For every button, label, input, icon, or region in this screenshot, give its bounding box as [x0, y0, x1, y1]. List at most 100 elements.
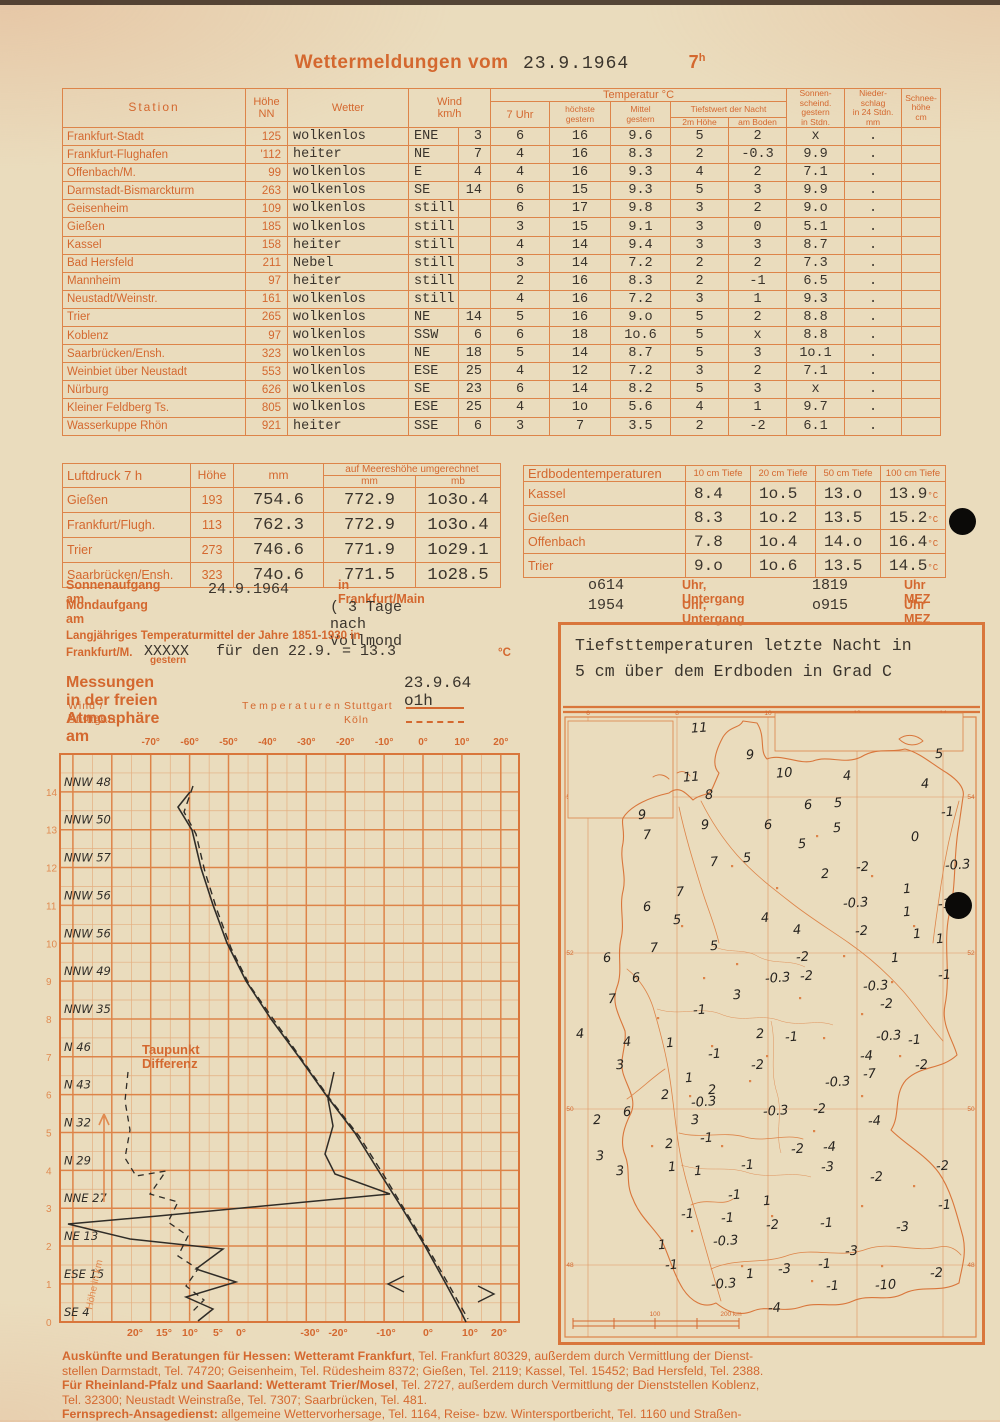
cell: Nebel — [287, 253, 409, 273]
cell: 9.o — [786, 199, 846, 219]
cell: 7.2 — [610, 253, 671, 273]
map-temperature-value: 4 — [760, 910, 770, 927]
cell: 9.o — [685, 553, 751, 578]
cell: 9.9 — [786, 181, 846, 201]
cell: still — [408, 289, 459, 309]
cell — [901, 199, 942, 219]
cell: 16 — [549, 307, 611, 328]
soil-name-header: Erdbodentemperaturen — [523, 465, 686, 482]
svg-text:-50°: -50° — [219, 737, 237, 748]
cell — [901, 145, 942, 165]
scale-labels: 100 200 km — [650, 1311, 742, 1318]
map-temperature-value: 10 — [775, 765, 794, 782]
map-temperature-value: 11 — [690, 720, 709, 737]
footer-text-segment: , Tel. 2727, außerdem durch Vermittlung … — [394, 1378, 760, 1392]
cell: 16 — [549, 145, 611, 165]
map-temperature-value: -2 — [929, 1265, 944, 1282]
table-row: Trier 9.o 1o.6 13.5 14.5°C — [523, 553, 946, 578]
footer-text-segment: allgemeine Wettervorhersage, Tel. 1164, … — [217, 1407, 742, 1421]
scan-top-edge — [0, 0, 1000, 5]
cell — [458, 253, 491, 273]
cell: 6 — [458, 416, 491, 436]
cell: Kassel — [62, 235, 246, 255]
wind-knots-label: Wind / Knoten — [68, 700, 108, 724]
map-temperature-value: -0.3 — [710, 1276, 737, 1293]
map-temperature-value: -1 — [699, 1130, 714, 1147]
cell: 8.7 — [610, 344, 671, 364]
cell: 3.5 — [610, 416, 671, 436]
map-temperature-value: 3 — [615, 1163, 625, 1180]
cell: 9.1 — [610, 217, 671, 237]
cell: 2 — [727, 253, 788, 273]
cell: wolkenlos — [287, 326, 409, 346]
cell: 9.3 — [610, 163, 671, 183]
cell: Koblenz — [62, 326, 246, 346]
svg-text:20°: 20° — [491, 1327, 507, 1339]
map-temperature-value: -2 — [914, 1057, 929, 1074]
footer-line: Tel. 32300; Neustadt Weinstraße, Tel. 73… — [62, 1393, 972, 1408]
cell: 4 — [490, 163, 550, 183]
cell: 16 — [549, 289, 611, 309]
pressure-name-header: Luftdruck 7 h — [62, 463, 191, 488]
map-temperature-value: 5 — [672, 912, 682, 929]
map-temperature-value: 5 — [833, 795, 843, 812]
map-temperature-value: -1 — [825, 1278, 840, 1295]
cell: wolkenlos — [287, 126, 409, 147]
map-temperature-value: 4 — [842, 768, 852, 785]
cell: 754.6 — [233, 487, 324, 513]
svg-text:11: 11 — [46, 901, 57, 912]
map-temperature-value: 5 — [934, 746, 944, 763]
cell: 7 — [549, 416, 611, 436]
punch-hole-top — [949, 508, 976, 535]
svg-text:6: 6 — [586, 710, 590, 717]
cell: . — [844, 145, 903, 165]
cell: still — [408, 235, 459, 255]
map-temperature-value: 6 — [631, 970, 641, 987]
cell: 1o.4 — [750, 529, 816, 554]
cell: wolkenlos — [287, 398, 409, 418]
svg-text:3: 3 — [46, 1204, 52, 1215]
pressure-sea-mb-header: mb — [414, 475, 502, 488]
map-temperature-value: 2 — [664, 1136, 674, 1153]
cell: Geisenheim — [62, 199, 246, 219]
cell: 97 — [245, 326, 288, 346]
cell: NE — [408, 145, 459, 165]
map-temperature-value: 2 — [660, 1087, 670, 1104]
cell — [901, 398, 942, 418]
moonset-time: o915 — [812, 597, 849, 614]
cell: 211 — [245, 253, 288, 273]
column-header-med: Wind km/h — [408, 88, 491, 128]
cell: 805 — [245, 398, 288, 418]
cell — [458, 289, 491, 309]
cell: 2 — [670, 416, 729, 436]
cell: ESE — [408, 362, 459, 382]
cell: Neustadt/Weinstr. — [62, 289, 246, 309]
map-temperature-value: 1 — [902, 904, 912, 921]
cell: 6 — [490, 126, 550, 147]
svg-text:N 32: N 32 — [64, 1116, 91, 1130]
map-temperature-value: 4 — [792, 922, 802, 939]
cell: Darmstadt-Bismarckturm — [62, 181, 246, 201]
cell: Saarbrücken/Ensh. — [62, 344, 246, 364]
soil-head: Erdbodentemperaturen 10 cm Tiefe 20 cm Tie… — [523, 465, 946, 482]
cell — [901, 326, 942, 346]
sunrise-time: o614 — [588, 577, 625, 594]
svg-text:NNW 56: NNW 56 — [64, 926, 111, 940]
cell: 9.6 — [610, 126, 671, 147]
cell: 1o3o.4 — [414, 512, 502, 538]
cell — [901, 253, 942, 273]
cell: 16 — [549, 126, 611, 147]
map-temperature-value: -1 — [937, 1197, 952, 1214]
cell: 7.3 — [786, 253, 846, 273]
cell: 18 — [549, 326, 611, 346]
cell: wolkenlos — [287, 380, 409, 400]
cell: 17 — [549, 199, 611, 219]
map-temperature-value: -0.3 — [862, 978, 889, 995]
cell — [901, 362, 942, 382]
cell: 16 — [549, 163, 611, 183]
chart-frame — [59, 753, 520, 1323]
map-temperature-value: -2 — [799, 968, 814, 985]
cell: . — [844, 126, 903, 147]
